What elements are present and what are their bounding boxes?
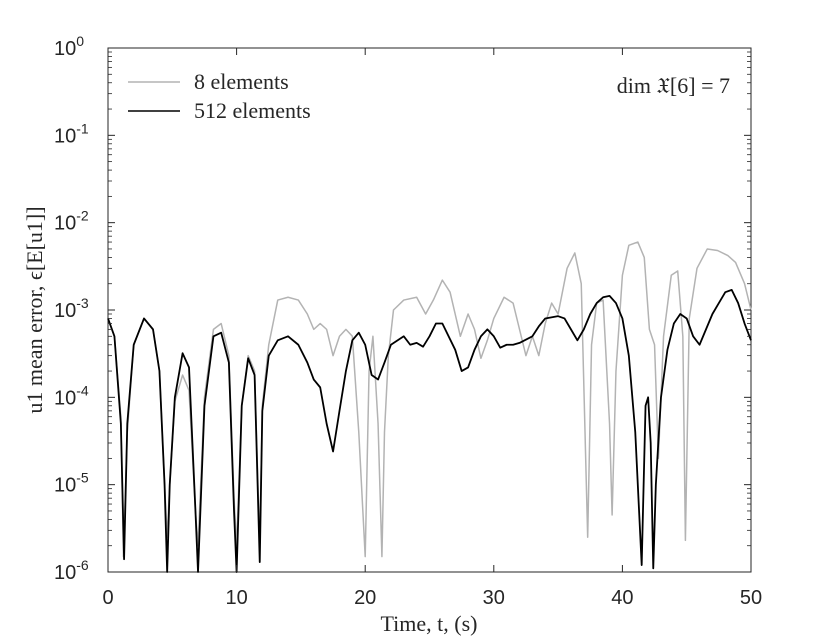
x-tick-label: 50 — [740, 587, 762, 609]
y-tick-label: 10-4 — [54, 382, 89, 409]
y-axis-label: u1 mean error, ϵ[E[u1]] — [22, 206, 47, 413]
legend-label-8-elements: 8 elements — [194, 69, 289, 94]
dimension-annotation: dim 𝔛[6] = 7 — [617, 73, 730, 98]
series-line-512-elements — [107, 288, 752, 573]
x-tick-label: 30 — [483, 587, 505, 609]
x-tick-labels: 0 10 20 30 40 50 — [102, 587, 762, 609]
y-tick-labels: 100 10-1 10-2 10-3 10-4 10-5 10-6 — [54, 33, 89, 584]
y-tick-label: 10-5 — [54, 470, 89, 497]
x-tick-label: 20 — [354, 587, 376, 609]
legend: 8 elements 512 elements — [128, 69, 311, 123]
axis-ticks — [107, 47, 752, 573]
y-tick-label: 10-2 — [54, 208, 89, 235]
x-tick-label: 10 — [225, 587, 247, 609]
plot-lines — [107, 241, 752, 573]
x-tick-label: 0 — [102, 587, 113, 609]
x-tick-label: 40 — [611, 587, 633, 609]
y-tick-label: 10-6 — [54, 557, 89, 584]
legend-label-512-elements: 512 elements — [194, 98, 311, 123]
y-tick-label: 10-3 — [54, 295, 89, 322]
y-tick-label: 10-1 — [54, 120, 89, 147]
x-axis-label: Time, t, (s) — [381, 611, 478, 636]
y-tick-label: 100 — [54, 33, 84, 60]
plot-frame — [107, 47, 752, 573]
